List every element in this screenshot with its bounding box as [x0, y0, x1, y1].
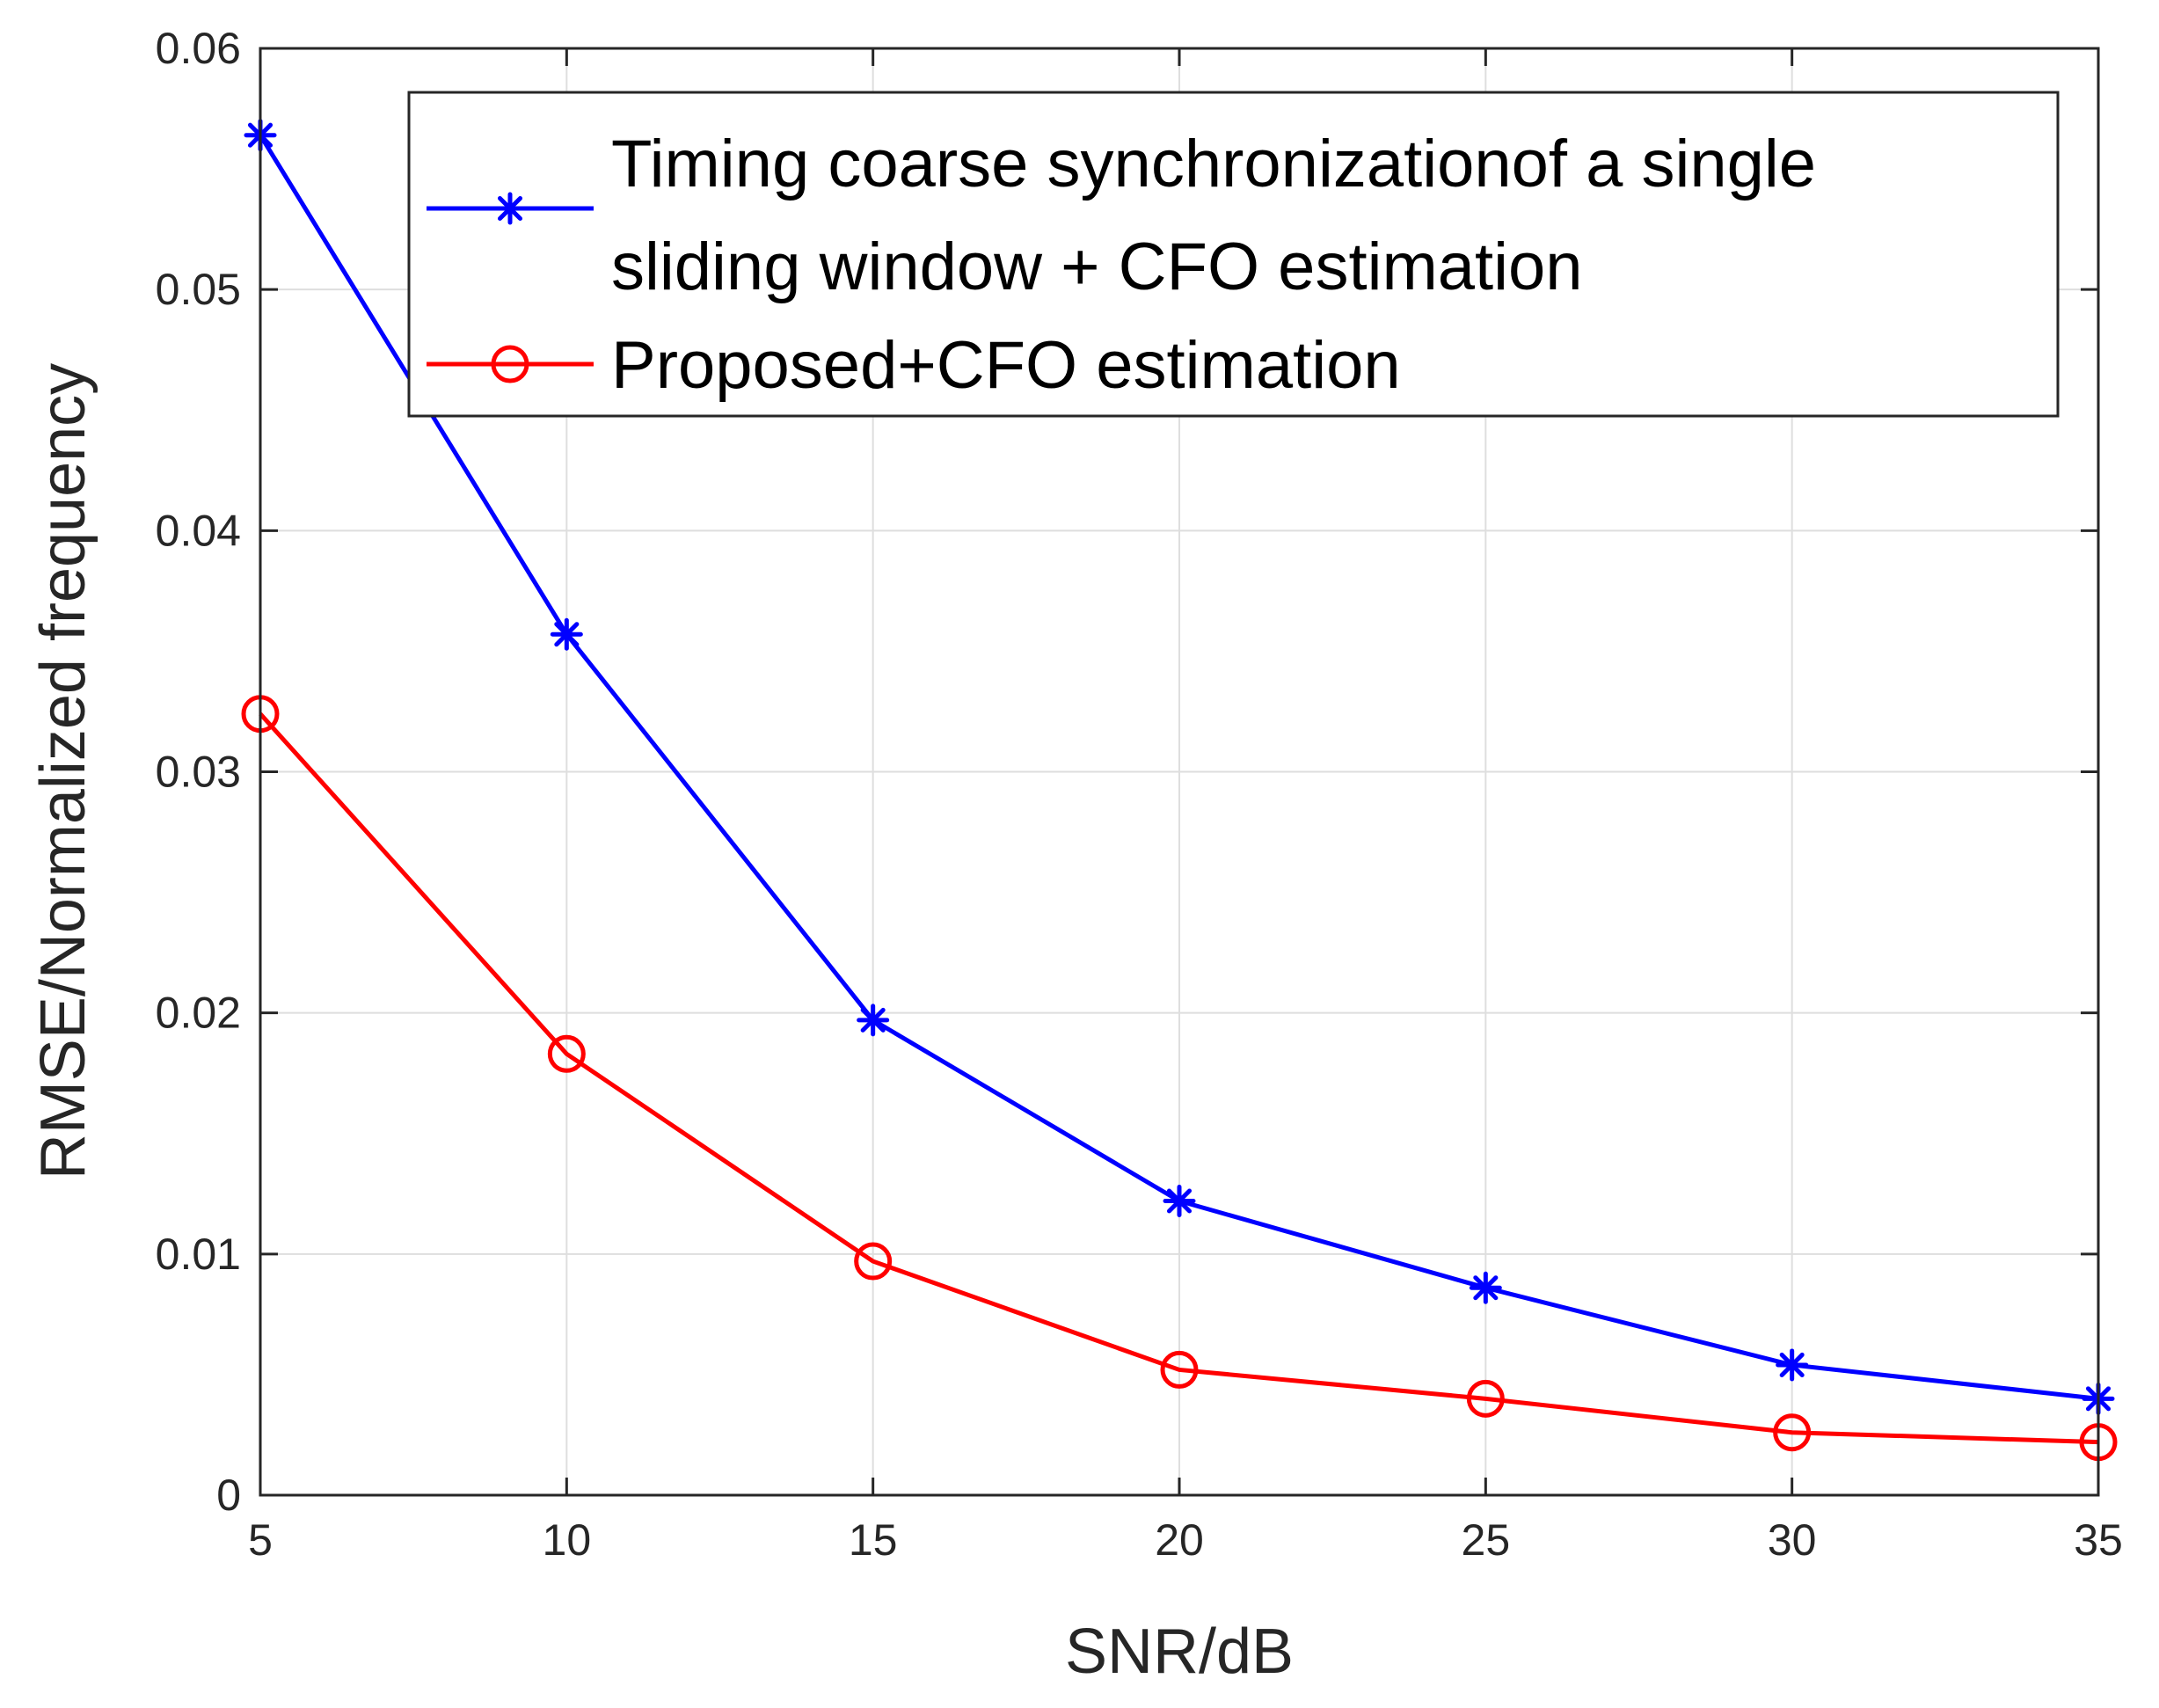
x-tick-label: 10	[543, 1515, 592, 1565]
circle-marker	[547, 1034, 586, 1073]
data-point	[1163, 1185, 1196, 1218]
y-tick-label: 0	[216, 1471, 241, 1520]
asterisk-marker	[493, 192, 527, 225]
circle-marker	[1773, 1413, 1812, 1452]
axis-ticks: 5 10 15 20 25 30 35 0 0.01 0.02 0.03 0.04 0.05 0.06	[156, 24, 2123, 1565]
legend: Timing coarse synchronizationof a single…	[407, 91, 2060, 418]
y-tick-label: 0.03	[156, 748, 241, 797]
series-0	[244, 119, 2115, 1415]
asterisk-marker	[1469, 1271, 1502, 1304]
data-point	[547, 1034, 586, 1073]
circle-marker	[854, 1242, 893, 1281]
legend-box	[407, 91, 2060, 418]
legend-label: Proposed+CFO estimation	[611, 328, 1401, 403]
y-tick-label: 0.05	[156, 265, 241, 314]
data-point	[550, 617, 583, 651]
y-tick-label: 0.01	[156, 1230, 241, 1279]
x-axis-title: SNR/dB	[1065, 1617, 1294, 1687]
data-point	[1776, 1348, 1809, 1382]
x-tick-label: 20	[1155, 1515, 1204, 1565]
data-point	[857, 1004, 890, 1037]
asterisk-marker	[550, 617, 583, 651]
x-tick-label: 30	[1768, 1515, 1817, 1565]
legend-label: sliding window + CFO estimation	[611, 230, 1583, 304]
data-point	[1466, 1379, 1505, 1418]
series-layer	[241, 119, 2118, 1462]
circle-marker	[1160, 1350, 1199, 1389]
asterisk-marker	[1163, 1185, 1196, 1218]
x-tick-label: 25	[1462, 1515, 1511, 1565]
asterisk-marker	[857, 1004, 890, 1037]
y-tick-label: 0.02	[156, 989, 241, 1038]
asterisk-marker	[1776, 1348, 1809, 1382]
y-tick-label: 0.06	[156, 24, 241, 73]
x-tick-label: 35	[2074, 1515, 2123, 1565]
y-axis-title: RMSE/Normalized frequency	[28, 363, 98, 1179]
data-point	[1160, 1350, 1199, 1389]
legend-label: Timing coarse synchronizationof a single	[611, 127, 1816, 201]
circle-marker	[491, 345, 529, 383]
series-line	[259, 712, 2099, 1445]
legend-entry-0: Timing coarse synchronizationof a single…	[427, 127, 1816, 304]
legend-entry-1: Proposed+CFO estimation	[427, 328, 1401, 403]
data-point	[1773, 1413, 1812, 1452]
data-point	[1469, 1271, 1502, 1304]
y-tick-label: 0.04	[156, 506, 241, 555]
data-point	[854, 1242, 893, 1281]
x-tick-label: 15	[849, 1515, 898, 1565]
circle-marker	[1466, 1379, 1505, 1418]
x-tick-label: 5	[248, 1515, 273, 1565]
